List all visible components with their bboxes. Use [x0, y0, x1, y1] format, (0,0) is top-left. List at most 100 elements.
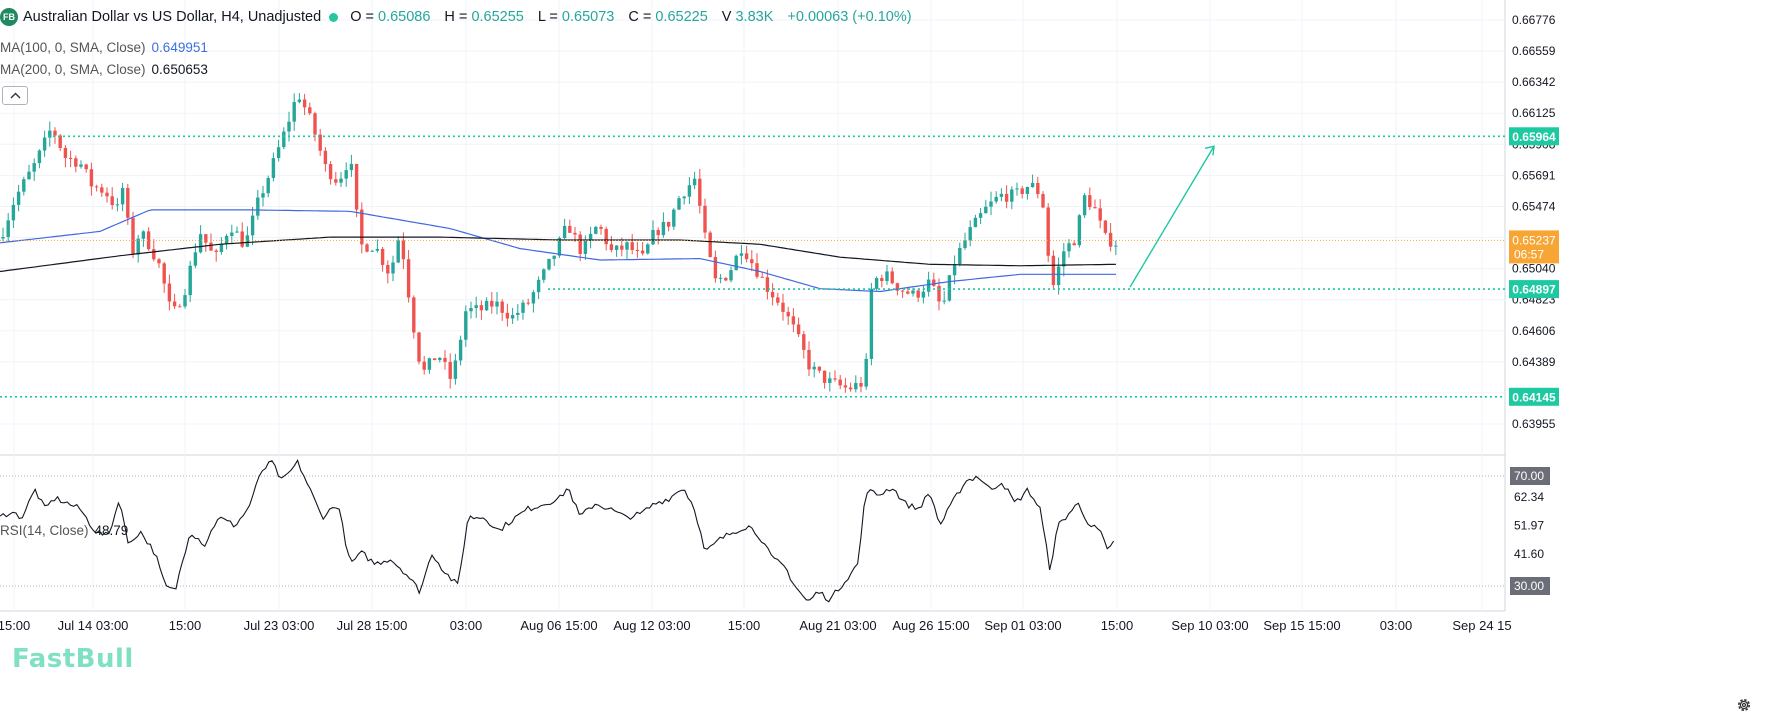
- candle: [328, 164, 333, 180]
- candle: [656, 230, 660, 236]
- candle: [105, 192, 109, 197]
- gear-icon[interactable]: [1736, 697, 1752, 713]
- candle: [848, 387, 853, 390]
- candle: [42, 137, 47, 151]
- candle: [760, 276, 764, 278]
- candle: [796, 324, 801, 335]
- candle: [240, 231, 244, 247]
- candle: [807, 349, 811, 370]
- candle: [1051, 255, 1056, 286]
- level-price-tag: [1509, 127, 1559, 146]
- candle: [625, 242, 629, 250]
- x-tick-label: Aug 26 15:00: [892, 618, 969, 633]
- y-tick-label: 0.65474: [1512, 199, 1556, 213]
- candle: [386, 264, 390, 274]
- candle: [729, 270, 733, 281]
- ohlc-close: C = 0.65225: [628, 9, 708, 25]
- candle: [859, 383, 863, 387]
- candle: [916, 290, 920, 298]
- candle: [1082, 195, 1087, 216]
- candle: [510, 315, 515, 319]
- candle: [120, 188, 125, 205]
- candle: [635, 249, 640, 251]
- candle: [214, 250, 218, 253]
- candle: [573, 232, 577, 235]
- candle: [718, 277, 723, 279]
- y-tick-label: 0.65040: [1512, 262, 1556, 276]
- y-tick-label: 0.63955: [1512, 417, 1556, 431]
- current-price-label: 0.65237: [1512, 233, 1556, 247]
- candle: [204, 234, 208, 243]
- rsi-band-tag: [1510, 577, 1550, 595]
- candle: [692, 178, 697, 186]
- candle: [370, 250, 374, 252]
- x-tick-label: Jul 23 03:00: [244, 618, 315, 633]
- candle: [999, 193, 1004, 197]
- candle: [505, 312, 510, 319]
- candle: [152, 249, 156, 260]
- ohlc-high: H = 0.65255: [444, 9, 524, 25]
- rsi-label: RSI(14, Close): [0, 523, 89, 538]
- candle: [952, 264, 957, 276]
- candle: [417, 332, 421, 362]
- candle: [250, 215, 255, 236]
- candle: [37, 150, 42, 164]
- x-tick-label: Jul 14 03:00: [58, 618, 129, 633]
- candle: [869, 288, 874, 359]
- level-price-label: 0.64145: [1512, 390, 1556, 404]
- symbol-title[interactable]: Australian Dollar vs US Dollar, H4, Unad…: [23, 9, 322, 25]
- x-tick-label: Aug 06 15:00: [520, 618, 597, 633]
- level-price-label: 0.65964: [1512, 130, 1556, 144]
- candle: [698, 178, 702, 206]
- candle: [209, 242, 213, 251]
- candle: [1108, 232, 1113, 247]
- rsi-tick-label: 70.00: [1514, 469, 1544, 483]
- candle: [568, 225, 572, 233]
- candle: [287, 121, 291, 132]
- candle: [661, 221, 666, 236]
- candles-group: [1, 93, 1118, 393]
- candle: [583, 240, 588, 254]
- candle: [843, 385, 848, 388]
- ma200-label: MA(200, 0, SMA, Close): [0, 62, 146, 77]
- candle: [1020, 188, 1024, 194]
- candle: [672, 209, 676, 227]
- candle: [770, 291, 775, 298]
- x-tick-label: Sep 15 15:00: [1263, 618, 1340, 633]
- candle: [880, 278, 884, 282]
- candle: [932, 279, 936, 286]
- candle: [406, 259, 411, 298]
- level-price-tag: [1509, 280, 1559, 299]
- candle: [282, 131, 286, 148]
- candle: [906, 291, 910, 294]
- rsi-legend[interactable]: RSI(14, Close) 48.79: [0, 523, 128, 538]
- candle: [136, 238, 140, 255]
- candle: [1067, 243, 1071, 252]
- candle: [313, 113, 317, 135]
- ma100-value: 0.649951: [151, 40, 208, 55]
- candle: [978, 213, 983, 218]
- candle: [27, 171, 31, 180]
- candle: [864, 358, 868, 387]
- candle: [297, 99, 302, 103]
- y-tick-label: 0.66776: [1512, 13, 1556, 27]
- chevron-up-icon[interactable]: [2, 86, 28, 105]
- candle: [245, 235, 250, 247]
- candle: [542, 269, 546, 280]
- candle: [817, 366, 822, 371]
- candle: [791, 316, 796, 325]
- candle: [968, 227, 972, 241]
- rsi-tick-label: 30.00: [1514, 579, 1544, 593]
- candle: [308, 107, 312, 114]
- candle: [776, 297, 780, 303]
- candle: [646, 244, 650, 254]
- ma100-legend[interactable]: MA(100, 0, SMA, Close) 0.649951: [0, 40, 208, 55]
- candle: [1010, 189, 1014, 202]
- ma200-legend[interactable]: MA(200, 0, SMA, Close) 0.650653: [0, 62, 208, 77]
- candle: [984, 206, 988, 214]
- candle: [838, 379, 842, 386]
- candle: [677, 198, 681, 210]
- candle: [786, 311, 790, 317]
